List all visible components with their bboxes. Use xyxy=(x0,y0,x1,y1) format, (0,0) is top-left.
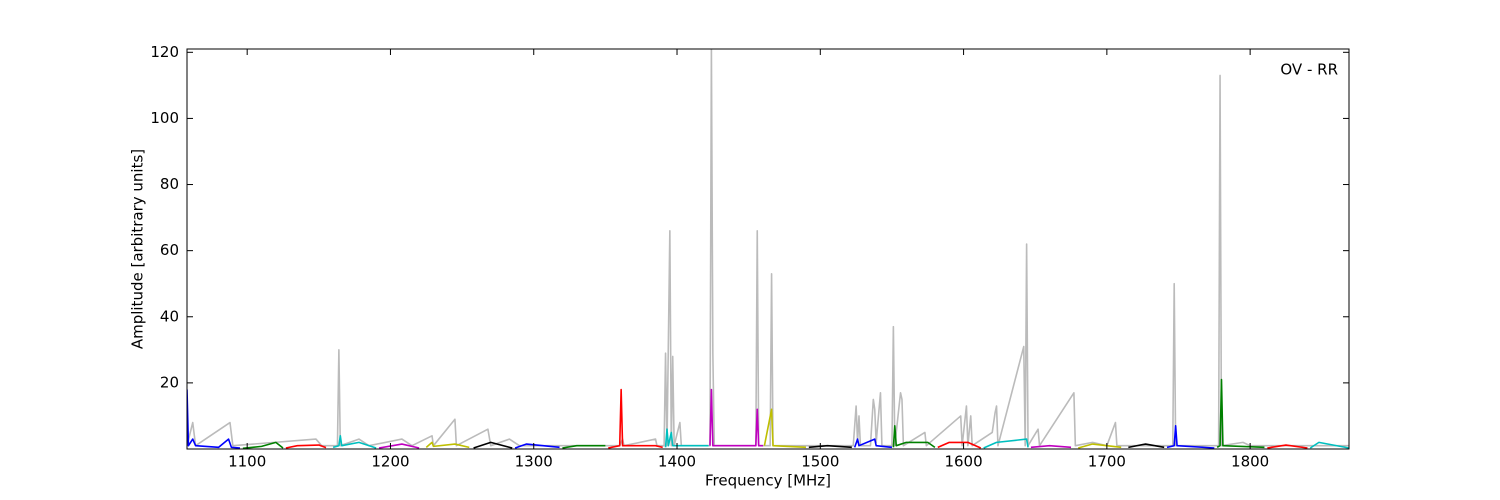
data-line xyxy=(1166,425,1215,449)
y-tick-label: 60 xyxy=(160,241,179,259)
data-line xyxy=(473,441,513,449)
data-line xyxy=(1030,444,1072,449)
data-line xyxy=(709,388,763,447)
data-line xyxy=(1216,378,1265,449)
data-line xyxy=(514,443,560,449)
data-line xyxy=(664,428,709,448)
y-tick-label: 40 xyxy=(160,307,179,325)
data-line xyxy=(285,444,327,449)
data-line xyxy=(187,389,241,449)
data-line xyxy=(187,49,1349,447)
data-line xyxy=(332,434,377,449)
y-tick-label: 120 xyxy=(150,43,179,61)
x-tick-label: 1800 xyxy=(1231,453,1269,471)
plot-frame xyxy=(186,48,1350,450)
data-line xyxy=(425,441,470,449)
data-line xyxy=(608,388,663,449)
x-tick-label: 1200 xyxy=(371,453,409,471)
data-line xyxy=(763,408,807,449)
data-line xyxy=(1128,443,1165,449)
y-tick-label: 100 xyxy=(150,109,179,127)
data-line xyxy=(378,443,420,449)
data-line xyxy=(808,444,852,449)
data-line xyxy=(1267,444,1308,449)
data-line xyxy=(937,441,982,449)
x-axis-label: Frequency [MHz] xyxy=(705,472,831,490)
data-line xyxy=(983,438,1029,449)
x-tick-label: 1600 xyxy=(944,453,982,471)
x-tick-label: 1500 xyxy=(801,453,839,471)
y-tick-label: 20 xyxy=(160,373,179,391)
x-tick-label: 1700 xyxy=(1088,453,1126,471)
data-line xyxy=(892,425,936,449)
x-tick-label: 1300 xyxy=(515,453,553,471)
data-line xyxy=(853,438,893,449)
y-axis-label: Amplitude [arbitrary units] xyxy=(129,149,147,349)
data-line xyxy=(1077,443,1122,449)
x-tick-label: 1400 xyxy=(658,453,696,471)
annotation: OV - RR xyxy=(1280,61,1338,79)
data-line xyxy=(562,444,606,449)
data-line xyxy=(242,441,284,449)
data-line xyxy=(1309,441,1349,449)
y-tick-label: 80 xyxy=(160,175,179,193)
x-tick-label: 1100 xyxy=(228,453,266,471)
